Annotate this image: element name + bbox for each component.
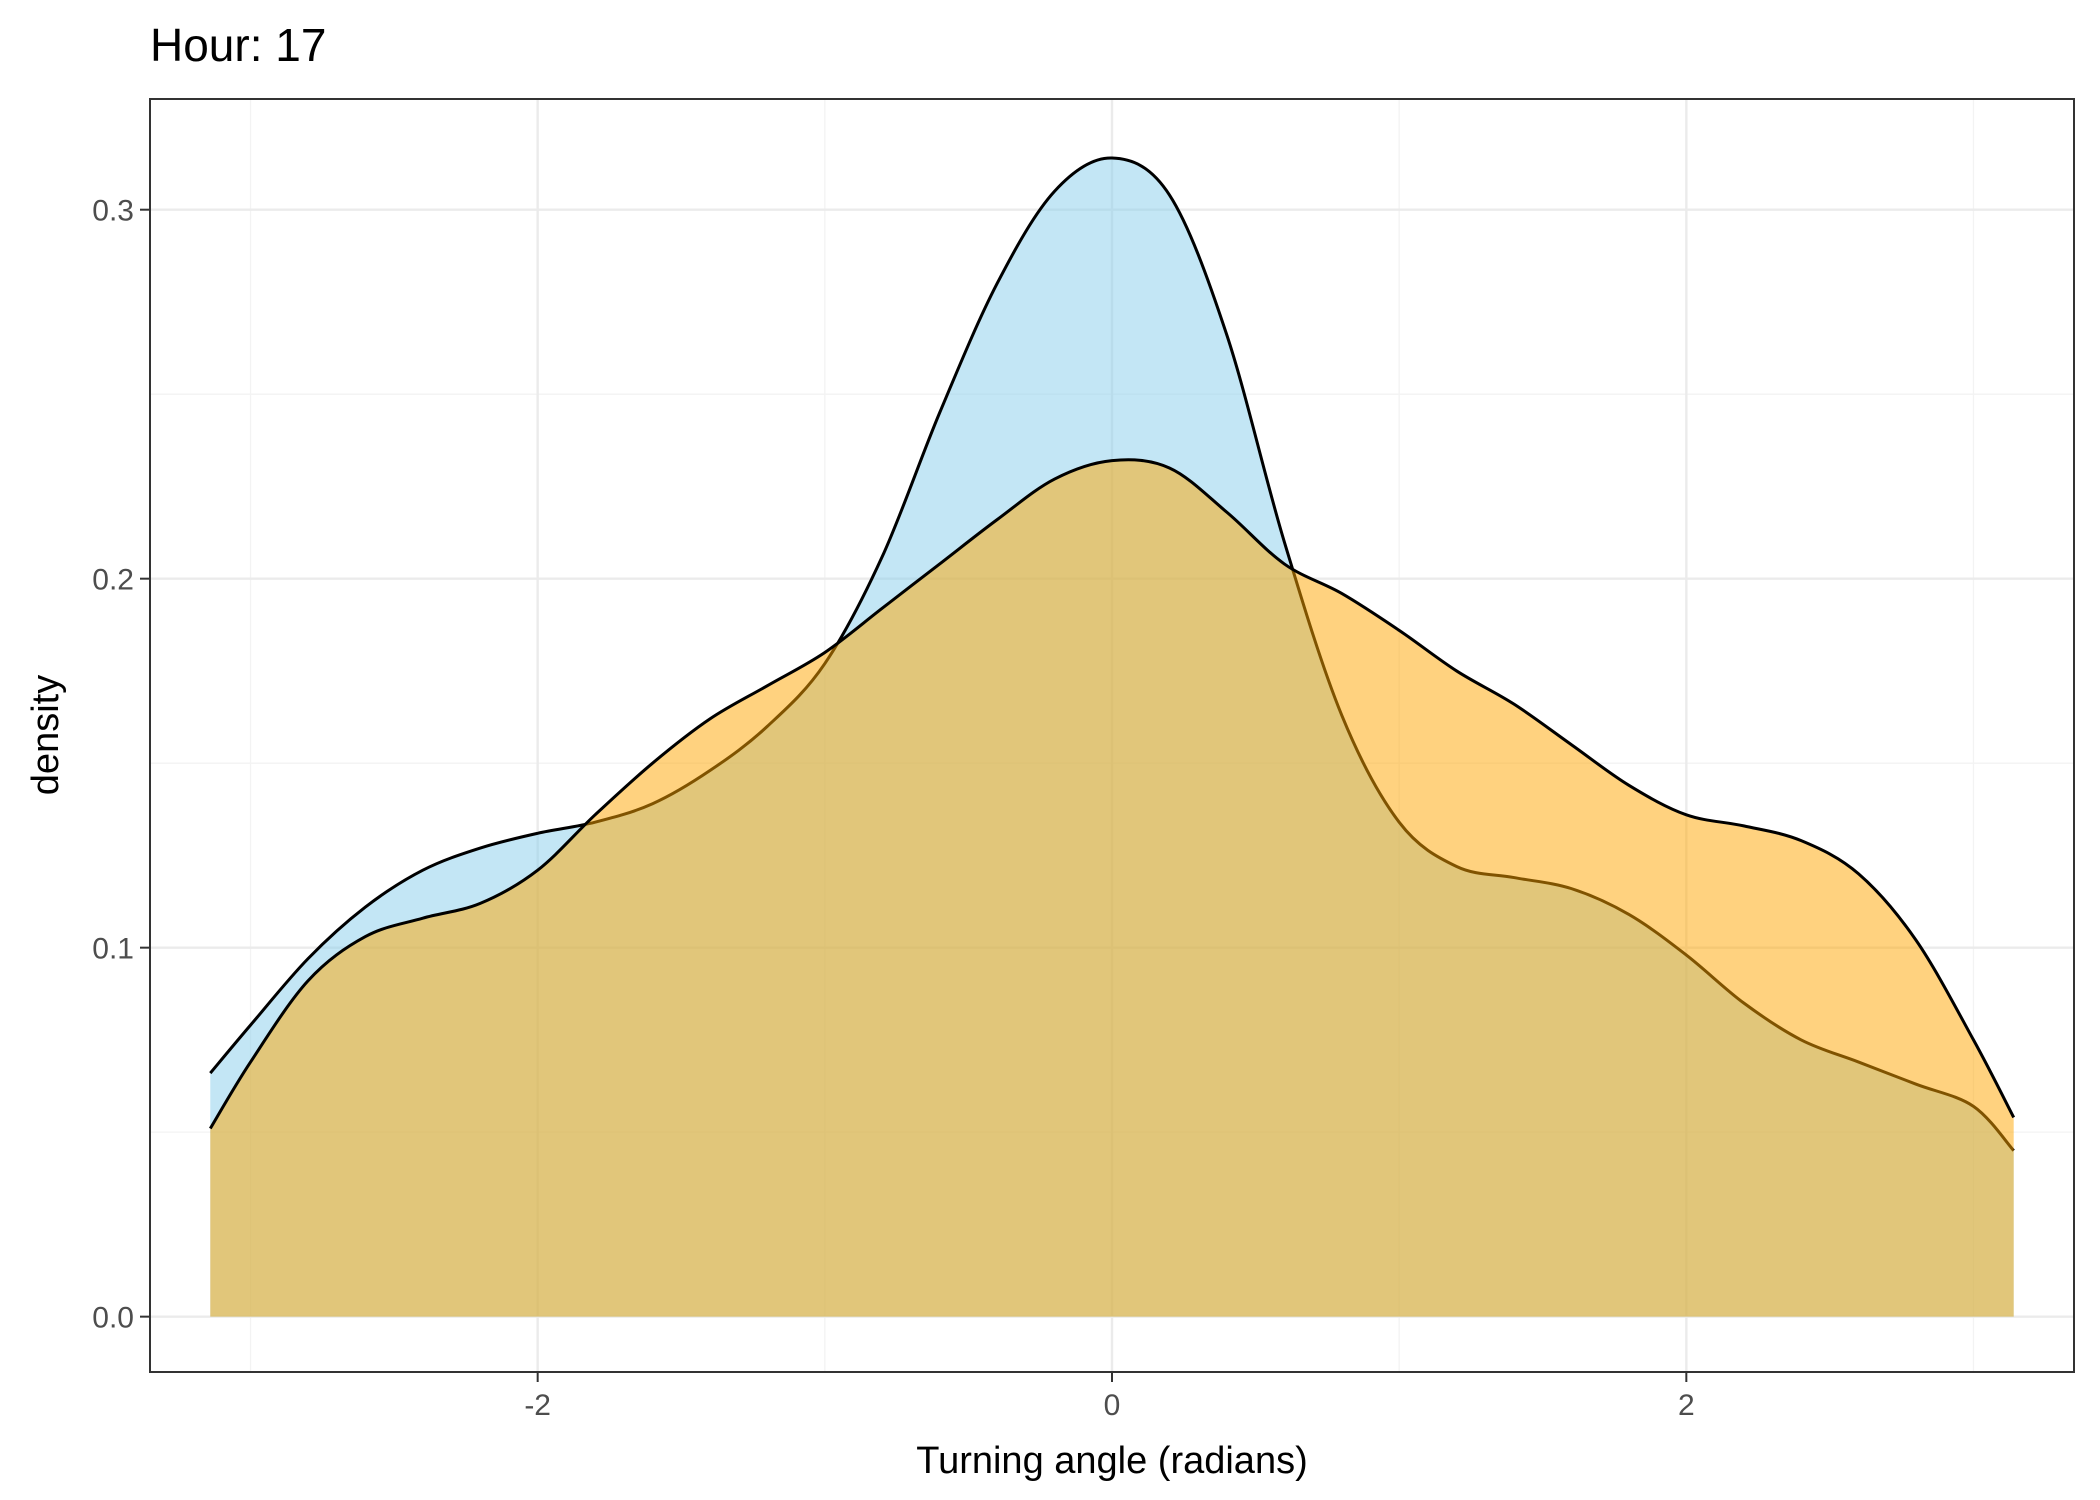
density-area-2 bbox=[210, 459, 2014, 1317]
density-series bbox=[209, 156, 2016, 1317]
x-tick-label: -2 bbox=[524, 1389, 551, 1422]
density-curve-2 bbox=[209, 458, 2016, 1130]
chart-title: Hour: 17 bbox=[150, 19, 326, 71]
y-axis: 0.0 0.1 0.2 0.3 bbox=[92, 195, 150, 1335]
x-tick-label: 2 bbox=[1678, 1389, 1695, 1422]
x-axis-title: Turning angle (radians) bbox=[916, 1440, 1307, 1482]
x-tick-label: 0 bbox=[1104, 1389, 1121, 1422]
x-axis: -2 0 2 bbox=[524, 1372, 1695, 1422]
y-axis-title: density bbox=[25, 675, 67, 795]
y-tick-label: 0.3 bbox=[92, 195, 134, 228]
y-tick-label: 0.2 bbox=[92, 564, 134, 597]
y-tick-label: 0.0 bbox=[92, 1302, 134, 1335]
y-tick-label: 0.1 bbox=[92, 933, 134, 966]
